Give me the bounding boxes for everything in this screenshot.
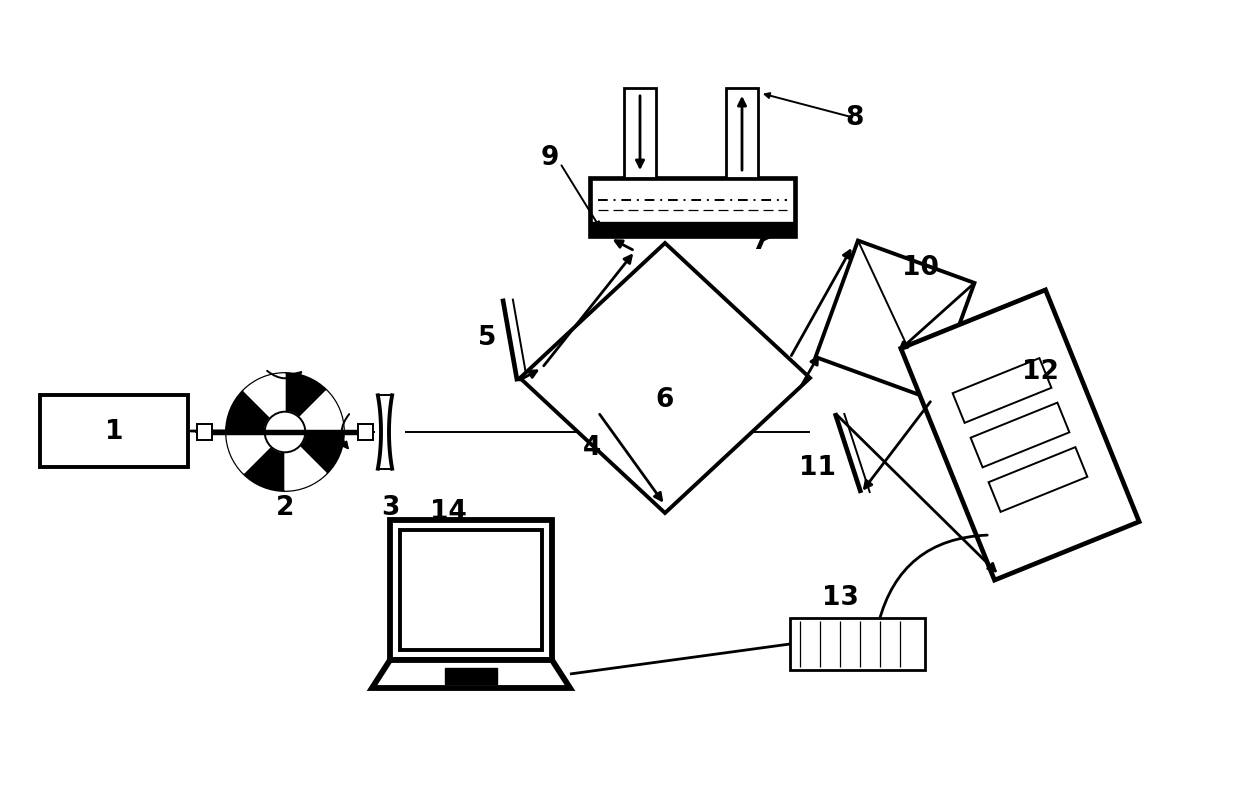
Polygon shape — [900, 290, 1140, 580]
Bar — [590, 178, 795, 236]
Bar — [725, 88, 758, 178]
Polygon shape — [591, 222, 794, 234]
Text: 11: 11 — [800, 455, 837, 481]
Text: 14: 14 — [429, 499, 466, 525]
Polygon shape — [285, 432, 326, 490]
Text: 8: 8 — [846, 105, 864, 131]
Text: 1: 1 — [104, 419, 123, 445]
Text: 3: 3 — [381, 495, 399, 521]
Polygon shape — [372, 660, 570, 688]
Text: 4: 4 — [583, 435, 601, 461]
Polygon shape — [227, 432, 285, 473]
Bar — [391, 520, 552, 660]
Polygon shape — [988, 447, 1087, 512]
Text: 12: 12 — [1022, 359, 1059, 385]
Text: 10: 10 — [901, 255, 939, 281]
Bar — [40, 395, 188, 467]
Text: 7: 7 — [750, 229, 769, 255]
Bar — [790, 618, 925, 670]
Polygon shape — [244, 374, 285, 432]
Text: 2: 2 — [275, 495, 294, 521]
Text: 6: 6 — [656, 387, 675, 413]
Bar — [197, 424, 212, 440]
Polygon shape — [971, 403, 1069, 467]
Text: 5: 5 — [477, 325, 496, 351]
Polygon shape — [952, 358, 1052, 423]
Polygon shape — [816, 241, 975, 399]
Circle shape — [227, 374, 343, 490]
Bar — [445, 668, 497, 684]
Bar — [624, 88, 656, 178]
Text: 13: 13 — [822, 585, 858, 611]
Bar — [401, 530, 542, 650]
Text: 9: 9 — [541, 145, 559, 171]
Bar — [358, 424, 373, 440]
Polygon shape — [285, 391, 343, 432]
Polygon shape — [520, 243, 810, 513]
Circle shape — [264, 411, 305, 452]
